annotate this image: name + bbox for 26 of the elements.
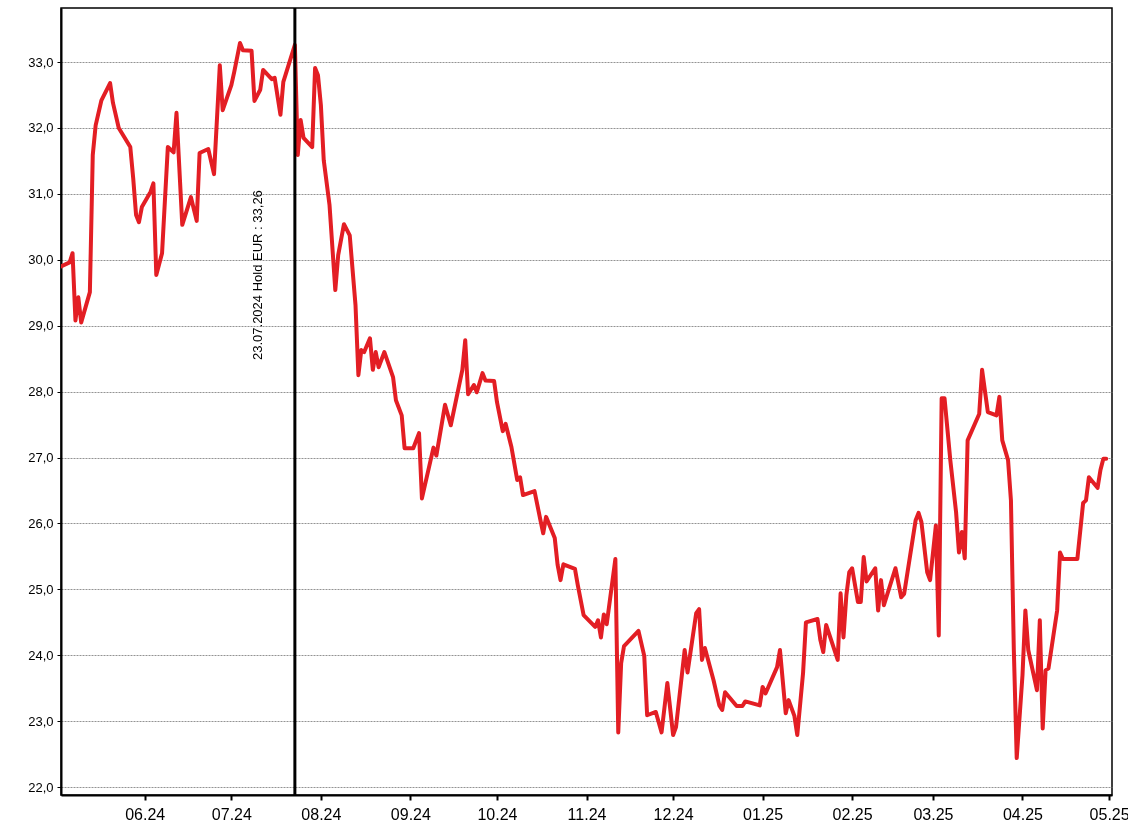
y-tick-label: 23,0 — [28, 713, 54, 729]
x-tick-label: 05.25 — [1089, 805, 1128, 823]
ref-line-label: 23.07.2024 Hold EUR : 33,26 — [249, 190, 265, 360]
x-tick-label: 03.25 — [913, 805, 954, 823]
x-tick-label: 07.24 — [211, 805, 252, 823]
x-tick-label: 12.24 — [653, 805, 694, 823]
line-series — [61, 40, 1109, 761]
y-tick-label: 27,0 — [28, 450, 54, 466]
x-tick-label: 06.24 — [125, 805, 166, 823]
y-tick-label: 22,0 — [28, 779, 54, 795]
x-tick-label: 11.24 — [567, 805, 607, 823]
y-tick-label: 26,0 — [28, 515, 54, 531]
x-tick-label: 02.25 — [832, 805, 873, 823]
y-tick-label: 31,0 — [28, 186, 54, 202]
x-tick-label: 04.25 — [1002, 805, 1044, 823]
y-tick-label: 24,0 — [28, 647, 54, 663]
y-tick-label: 25,0 — [28, 581, 54, 597]
y-tick-label: 30,0 — [28, 252, 54, 268]
y-tick-label: 33,0 — [28, 54, 54, 70]
y-tick-label: 29,0 — [28, 318, 54, 334]
y-tick-label: 28,0 — [28, 384, 54, 400]
x-tick-label: 10.24 — [477, 805, 518, 823]
x-tick-label: 08.24 — [301, 805, 342, 823]
x-tick-label: 01.25 — [743, 805, 784, 823]
y-tick-label: 32,0 — [28, 120, 54, 136]
x-tick-label: 09.24 — [390, 805, 431, 823]
